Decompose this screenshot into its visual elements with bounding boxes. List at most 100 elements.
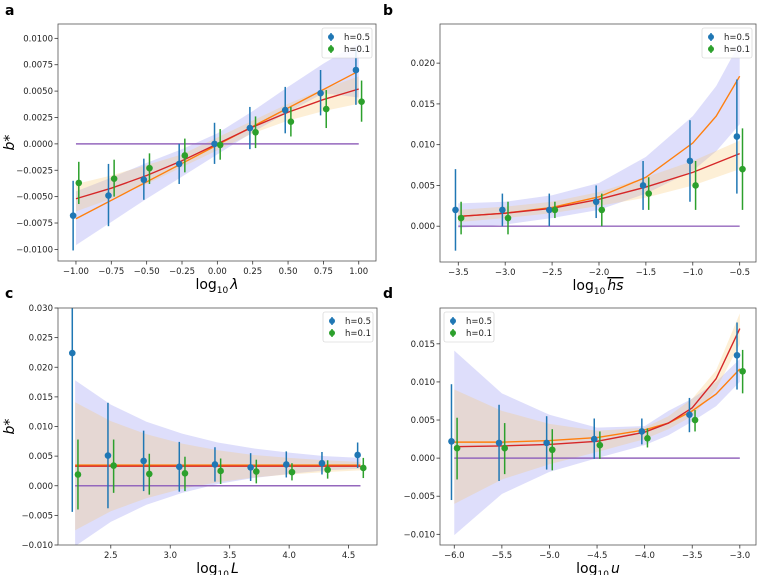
axes-frame xyxy=(439,307,757,546)
data-point xyxy=(501,444,508,452)
panel-label: a xyxy=(5,3,14,19)
y-tick-label: 0.005 xyxy=(29,452,53,462)
x-tick-label: −3.5 xyxy=(448,268,469,278)
x-tick-label: −3.0 xyxy=(729,551,750,561)
data-point xyxy=(733,133,741,140)
legend: h=0.5 h=0.1 xyxy=(322,311,374,343)
plot-area xyxy=(452,42,746,251)
x-label-var: u xyxy=(611,561,620,575)
data-point xyxy=(686,157,694,165)
x-label-base: log xyxy=(573,278,594,294)
y-tick-label: 0.030 xyxy=(29,304,53,314)
legend-label: h=0.1 xyxy=(344,45,370,55)
x-tick-label: −0.5 xyxy=(729,268,750,278)
data-point xyxy=(686,411,693,418)
legend-label: h=0.1 xyxy=(345,329,371,339)
legend-box xyxy=(701,27,753,59)
panel-d: d −6.0 −5.5 −5.0 −4.5 −4.0 −3.5 −3.0 −0.010 −0.00… xyxy=(383,286,757,579)
data-point xyxy=(281,106,289,114)
y-tick-label: 0.015 xyxy=(411,340,435,350)
x-tick-label: 0.00 xyxy=(208,267,227,277)
x-tick-label: 0.75 xyxy=(314,267,333,277)
data-point xyxy=(596,441,604,449)
x-axis-label: log10 u xyxy=(576,561,620,575)
data-point xyxy=(211,461,219,468)
x-tick-label: −0.50 xyxy=(134,267,160,277)
legend: h=0.5 h=0.1 xyxy=(701,27,753,59)
data-point xyxy=(247,464,254,471)
data-point xyxy=(448,438,455,445)
data-point xyxy=(644,435,651,442)
y-tick-label: −0.0100 xyxy=(16,245,53,255)
panel-b: b −3.5 −3.0 −2.5 −2.0 −1.5 −1.0 −0.5 0.000 0.005 0… xyxy=(383,3,757,297)
legend-label: h=0.1 xyxy=(466,329,492,339)
y-axis-label: b* xyxy=(2,135,18,151)
y-tick-label: 0.0050 xyxy=(23,87,53,97)
data-point xyxy=(452,206,459,214)
data-point xyxy=(495,439,503,447)
data-point xyxy=(645,190,652,197)
x-tick-label: −1.5 xyxy=(636,268,657,278)
y-tick-label: 0.010 xyxy=(411,141,435,151)
panel-label: b xyxy=(383,3,393,19)
data-point xyxy=(548,446,556,454)
legend-label: h=0.5 xyxy=(466,317,492,327)
x-label-sub: 10 xyxy=(218,570,230,575)
data-point xyxy=(691,416,699,424)
y-tick-label: −0.010 xyxy=(22,541,53,551)
data-point xyxy=(318,459,326,467)
data-point xyxy=(175,463,183,471)
data-point xyxy=(638,428,646,435)
y-tick-label: −0.0025 xyxy=(16,166,53,176)
x-label-var: λ xyxy=(229,277,238,293)
x-tick-label: 3.0 xyxy=(163,551,177,561)
x-label-base: log xyxy=(196,561,217,575)
data-point xyxy=(181,152,189,159)
legend-marker xyxy=(708,46,714,52)
legend-label: h=0.5 xyxy=(344,33,370,43)
x-tick-label: −1.00 xyxy=(63,267,89,277)
y-axis-label: b* xyxy=(2,419,18,435)
data-point xyxy=(75,179,83,187)
data-point xyxy=(287,118,295,126)
data-point xyxy=(324,466,331,474)
x-label-sub: 10 xyxy=(217,286,229,296)
y-tick-label: 0.015 xyxy=(29,393,53,403)
data-point xyxy=(104,452,112,459)
data-point xyxy=(140,457,147,465)
legend-marker xyxy=(329,330,335,336)
y-tick-label: 0.025 xyxy=(29,334,53,344)
y-tick-label: 0.000 xyxy=(29,482,53,492)
legend-box xyxy=(322,311,374,343)
axes-frame xyxy=(439,23,757,263)
data-point xyxy=(453,444,461,452)
x-tick-label: −0.75 xyxy=(98,267,124,277)
data-point xyxy=(110,175,118,182)
data-point xyxy=(322,105,330,113)
confidence-band xyxy=(454,350,740,536)
x-label-sub: 10 xyxy=(598,570,610,575)
data-point xyxy=(739,165,746,173)
x-axis-label: log10 λ xyxy=(195,277,238,296)
x-label-var: L xyxy=(231,561,239,575)
y-tick-label: 0.0075 xyxy=(23,61,53,71)
legend-marker xyxy=(328,46,334,52)
data-point xyxy=(140,176,148,184)
data-point xyxy=(146,164,153,172)
x-tick-label: 0.25 xyxy=(243,267,262,277)
x-tick-label: −2.0 xyxy=(589,268,610,278)
data-point xyxy=(74,471,82,478)
data-point xyxy=(252,128,259,136)
x-tick-label: −1.0 xyxy=(682,268,703,278)
x-tick-label: −5.0 xyxy=(539,551,560,561)
data-point xyxy=(551,206,559,214)
data-point xyxy=(590,435,598,443)
data-point xyxy=(110,462,117,469)
x-tick-label: 1.00 xyxy=(349,267,368,277)
x-tick-label: 4.0 xyxy=(282,551,296,561)
y-tick-label: 0.020 xyxy=(411,59,435,69)
data-point xyxy=(354,451,361,459)
x-axis-label: log10 L xyxy=(196,561,239,575)
plot-area xyxy=(69,42,365,251)
